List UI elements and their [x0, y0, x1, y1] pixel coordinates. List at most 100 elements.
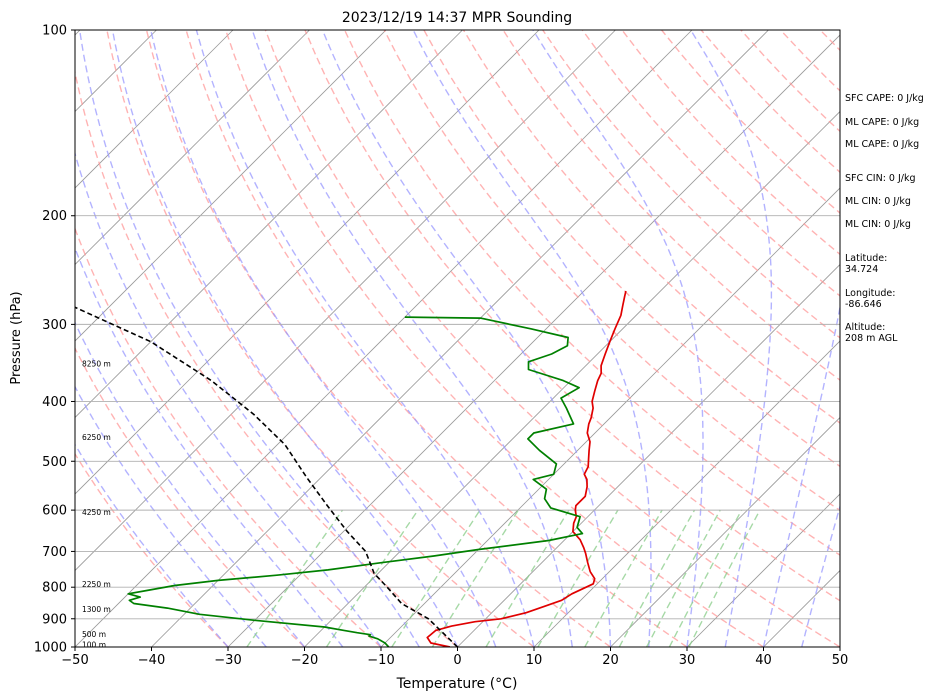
y-axis-label: Pressure (hPa)	[9, 291, 24, 384]
sfc-cape-note: SFC CAPE: 0 J/kg	[845, 93, 924, 104]
dewpoint-line	[127, 316, 584, 647]
x-tick-label: 40	[755, 653, 772, 668]
sfc-cin-note: SFC CIN: 0 J/kg	[845, 173, 916, 184]
moist-adiabat-line	[78, 30, 420, 647]
y-tick-label: 400	[42, 395, 67, 410]
isotherm-line	[75, 30, 463, 419]
moist-adiabat-line	[532, 30, 704, 647]
x-tick-label: 50	[832, 653, 849, 668]
isotherm-line	[75, 30, 693, 647]
isotherm-line	[610, 416, 840, 647]
ml-cape-note-2: ML CAPE: 0 J/kg	[845, 139, 920, 150]
x-tick-label: −10	[367, 653, 394, 668]
mixing-ratio-line	[431, 509, 519, 647]
isotherm-line	[457, 263, 840, 647]
x-tick-label: 30	[679, 653, 696, 668]
isotherm-line	[304, 110, 840, 647]
height-label: 8250 m	[82, 359, 111, 368]
isotherm-line	[75, 30, 234, 189]
parcel-profile-line	[75, 306, 459, 647]
height-label: 2250 m	[82, 580, 111, 589]
ml-cin-note-2: ML CIN: 0 J/kg	[845, 219, 911, 230]
dry-adiabat-line	[304, 30, 840, 602]
isotherm-line	[533, 340, 840, 647]
moist-adiabat-line	[75, 246, 344, 647]
moist-adiabat-line	[412, 30, 652, 647]
isotherm-line	[75, 30, 540, 495]
moist-adiabat-line	[195, 30, 535, 647]
y-tick-label: 500	[42, 455, 67, 470]
moist-adiabat-line	[801, 503, 840, 647]
moist-adiabat-line	[111, 30, 459, 647]
dry-adiabat-line	[423, 30, 840, 468]
y-tick-label: 300	[42, 318, 67, 333]
axis-ticks: −50 −40 −30 −20 −10 0 10 20 30 40 50 100 200 300 400 50…	[34, 24, 848, 669]
moist-adiabat-line	[75, 385, 267, 647]
x-tick-label: −50	[61, 653, 88, 668]
isotherm-line	[75, 30, 616, 572]
dry-adiabat-line	[75, 346, 305, 647]
isotherm-line	[0, 30, 4, 647]
moist-adiabat-line	[690, 30, 773, 647]
reference-lines	[0, 30, 947, 647]
height-label: 500 m	[82, 630, 106, 639]
height-label: 6250 m	[82, 433, 111, 442]
ml-cin-note: ML CIN: 0 J/kg	[845, 196, 911, 207]
x-axis-label: Temperature (°C)	[396, 676, 518, 692]
moist-adiabat-line	[75, 443, 229, 647]
isotherm-line	[686, 493, 840, 647]
plot-frame	[74, 29, 841, 648]
moist-adiabat-line	[150, 30, 497, 647]
y-tick-label: 100	[42, 24, 67, 39]
mixing-ratio-line	[391, 509, 481, 647]
y-tick-label: 700	[42, 545, 67, 560]
x-tick-label: 20	[602, 653, 619, 668]
dry-adiabat-line	[581, 30, 840, 297]
dry-adiabat-line	[185, 30, 688, 647]
pressure-gridlines	[75, 29, 840, 648]
moist-adiabat-line	[251, 30, 573, 647]
dry-adiabat-line	[75, 226, 382, 647]
dry-adiabat-line	[542, 30, 840, 339]
dry-adiabat-line	[343, 30, 840, 556]
isotherm-line	[917, 30, 947, 647]
mixing-ratio-line	[485, 509, 570, 647]
mixing-ratio-line	[246, 509, 344, 647]
height-label: 100 m	[82, 640, 106, 649]
y-tick-label: 1000	[34, 641, 67, 656]
dry-adiabat-line	[264, 30, 840, 647]
dry-adiabat-line	[462, 30, 840, 424]
altitude-note: Altitude: 208 m AGL	[845, 322, 898, 344]
mixing-ratio-line	[668, 509, 743, 647]
isotherm-line	[380, 187, 840, 647]
dry-adiabat-line	[383, 30, 840, 512]
moist-adiabat-line	[75, 321, 306, 647]
temperature-line	[426, 290, 627, 647]
longitude-note: Longitude: -86.646	[845, 288, 896, 310]
moist-adiabat-line	[75, 151, 382, 647]
moist-adiabat-line	[762, 303, 840, 647]
height-label: 1300 m	[82, 605, 111, 614]
x-tick-label: −30	[214, 653, 241, 668]
y-tick-label: 200	[42, 209, 67, 224]
ml-cape-note: ML CAPE: 0 J/kg	[845, 117, 920, 128]
chart-title: 2023/12/19 14:37 MPR Sounding	[342, 10, 572, 26]
sounding-traces	[75, 290, 627, 647]
latitude-note: Latitude: 34.724	[845, 253, 888, 275]
height-label: 4250 m	[82, 508, 111, 517]
y-tick-label: 900	[42, 612, 67, 627]
x-tick-label: −40	[138, 653, 165, 668]
x-tick-label: −20	[291, 653, 318, 668]
dry-adiabat-line	[225, 30, 764, 647]
isotherm-line	[75, 30, 387, 342]
x-tick-label: 10	[526, 653, 543, 668]
isotherm-line	[227, 34, 840, 647]
dry-adiabat-line	[106, 30, 535, 647]
mixing-ratio-line	[688, 509, 761, 647]
dry-adiabat-line	[502, 30, 840, 382]
dry-adiabat-line	[75, 68, 458, 647]
x-tick-label: 0	[453, 653, 461, 668]
dry-adiabat-line	[145, 30, 611, 647]
